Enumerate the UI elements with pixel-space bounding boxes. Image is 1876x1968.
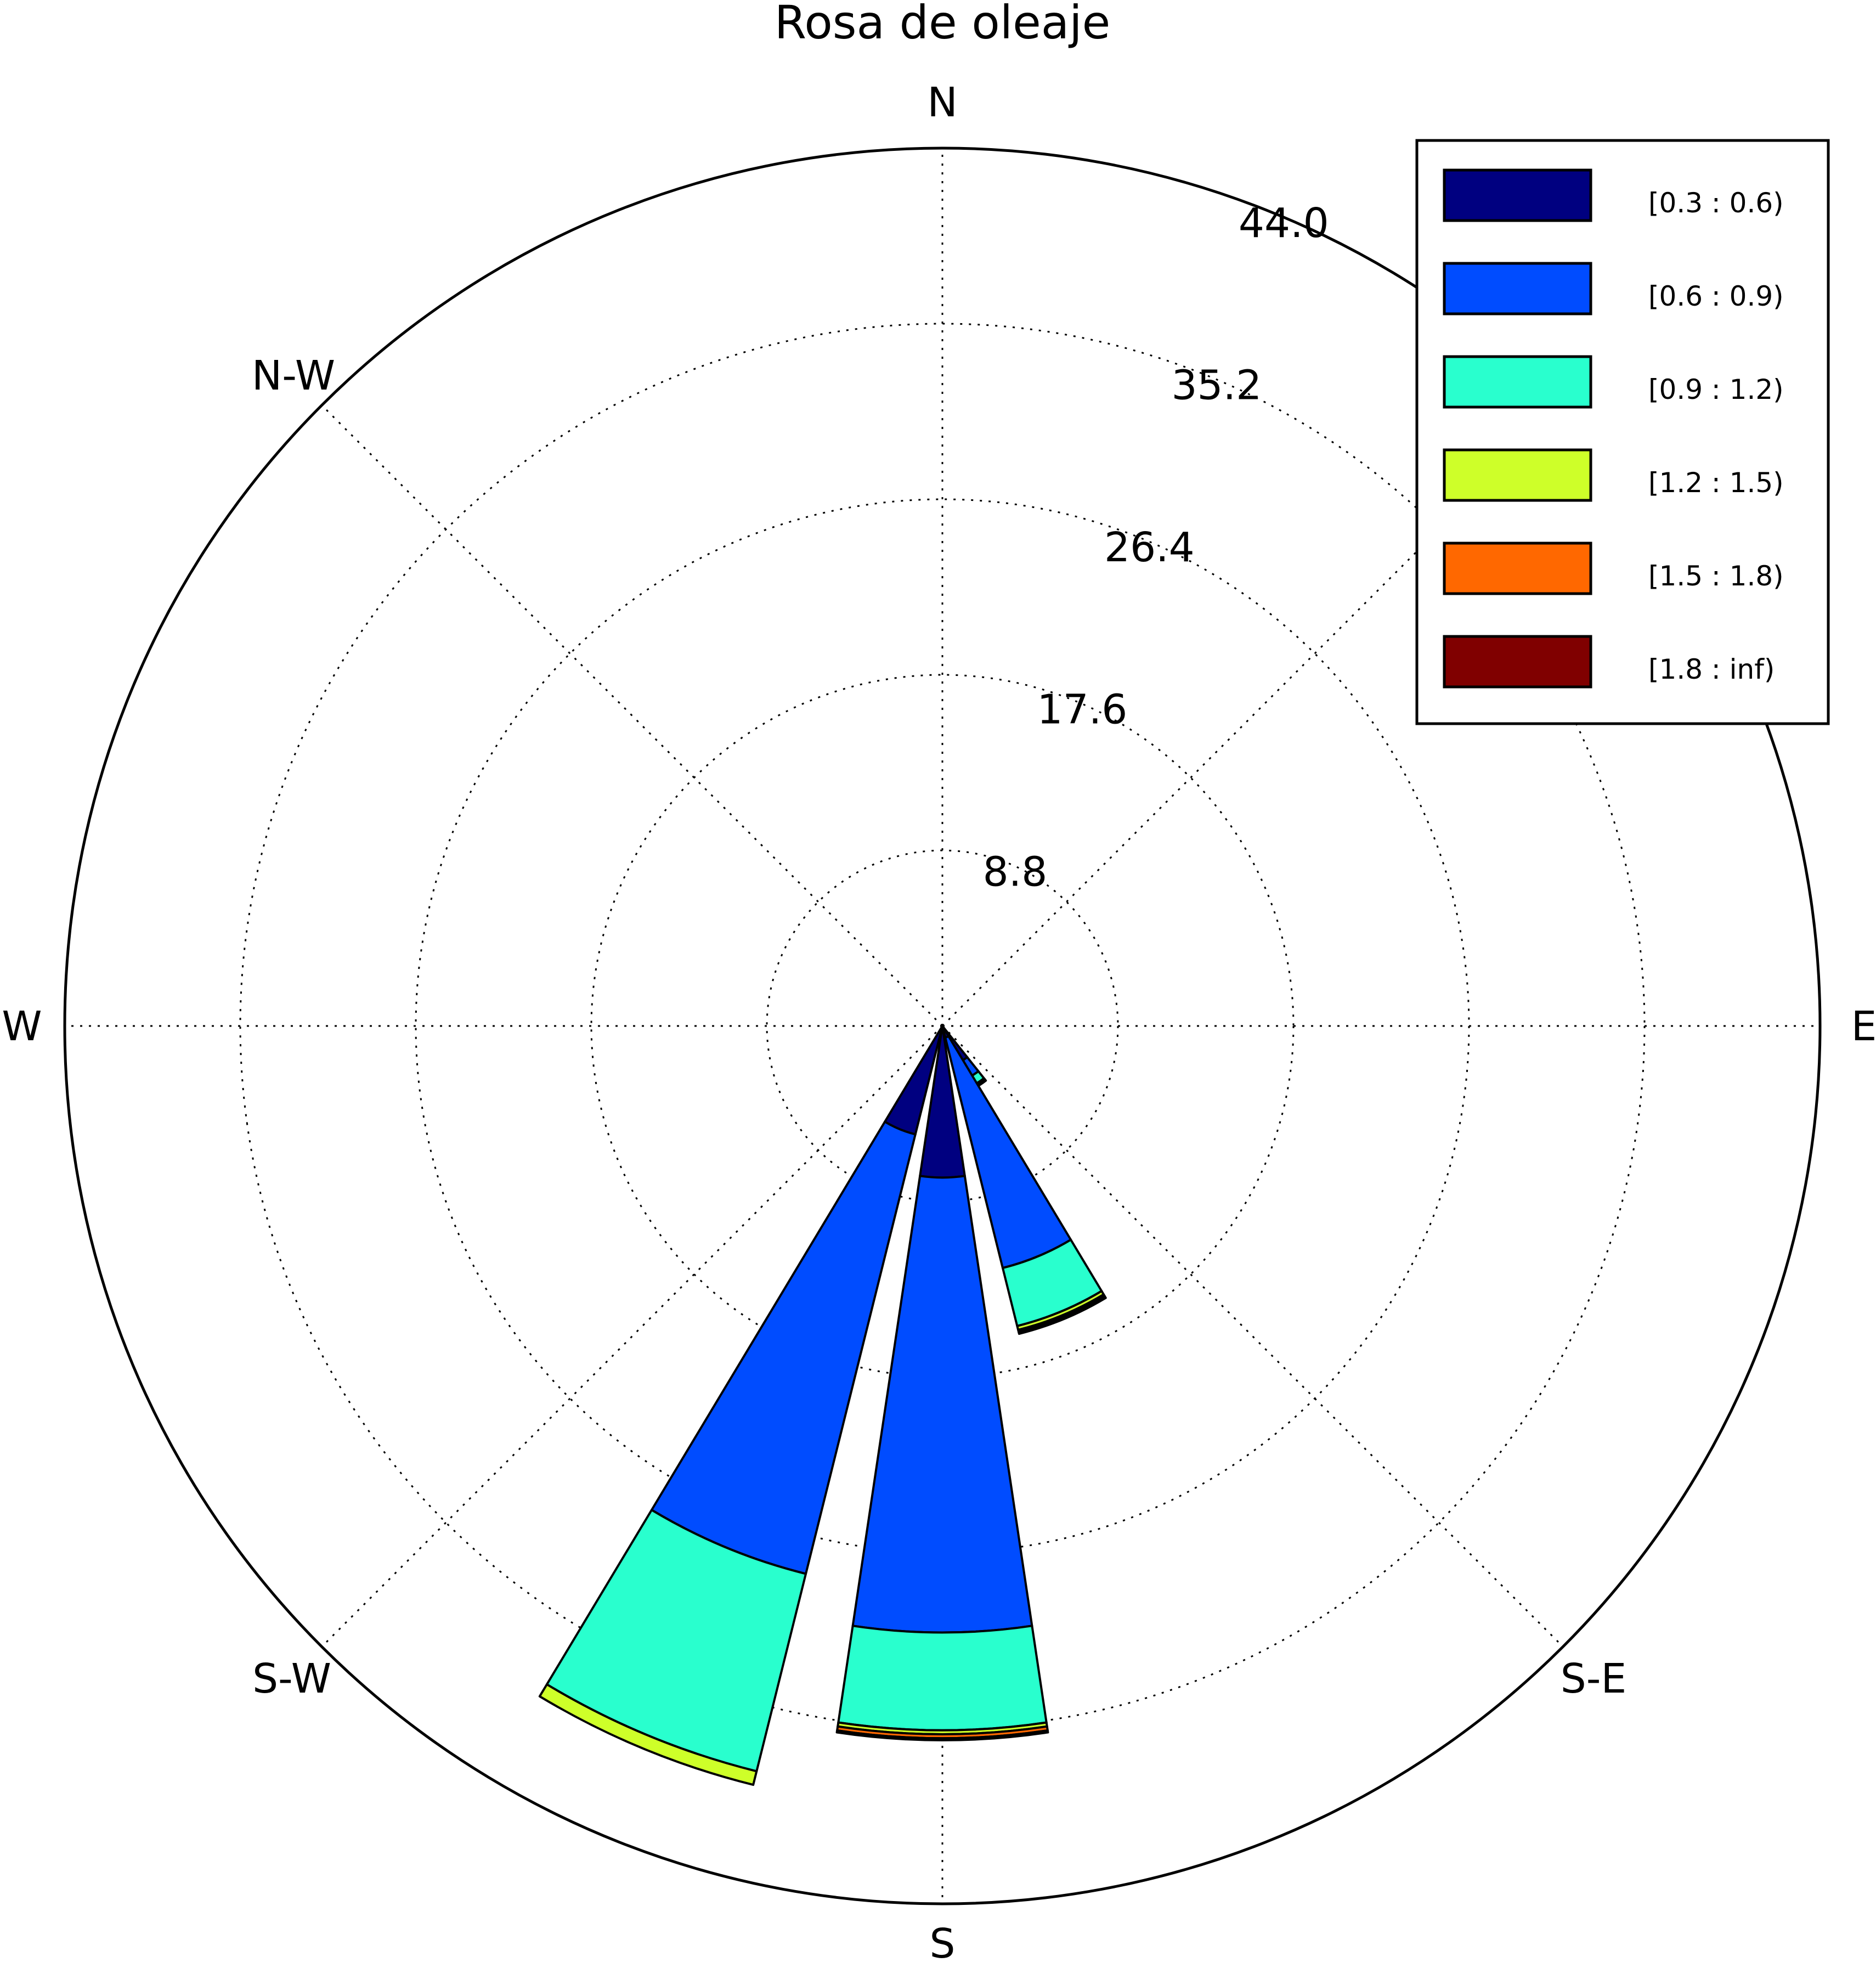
grid-spoke-7: [941, 1025, 1564, 1648]
bar-sector-1-bin-5: [1018, 1295, 1107, 1335]
legend-label-3: [1.2 : 1.5): [1648, 467, 1784, 499]
direction-label-s: S: [930, 1920, 956, 1967]
bar-sector-3-bin-3: [538, 1683, 758, 1786]
legend-swatch-2: [1443, 355, 1592, 409]
grid-spoke-5: [321, 1025, 943, 1648]
bar-sector-2-bin-2: [837, 1625, 1048, 1732]
grid-spoke-3: [321, 404, 943, 1027]
radial-tick-label-4: 44.0: [1239, 200, 1329, 247]
grid-spoke-1: [941, 404, 1564, 1027]
direction-label-s-e: S-E: [1561, 1655, 1626, 1702]
radial-tick-label-1: 17.6: [1037, 686, 1128, 734]
legend-label-1: [0.6 : 0.9): [1648, 280, 1784, 312]
legend-swatch-3: [1443, 448, 1592, 502]
direction-label-e: E: [1851, 1003, 1876, 1050]
outer-axis-circle: [63, 146, 1822, 1905]
legend-box: [1415, 139, 1830, 725]
legend-swatch-4: [1443, 542, 1592, 595]
direction-label-s-w: S-W: [252, 1655, 331, 1702]
bar-sector-2-bin-5: [835, 1729, 1049, 1741]
direction-label-w: W: [2, 1003, 42, 1050]
legend-swatch-5: [1443, 635, 1592, 689]
radial-tick-label-2: 26.4: [1104, 524, 1195, 571]
chart-title: Rosa de oleaje: [775, 0, 1111, 49]
legend-label-5: [1.8 : inf): [1648, 653, 1775, 685]
radial-tick-label-3: 35.2: [1171, 362, 1262, 409]
legend-label-0: [0.3 : 0.6): [1648, 187, 1784, 219]
direction-label-n: N: [927, 79, 957, 126]
radial-tick-label-0: 8.8: [983, 848, 1048, 895]
legend-swatch-0: [1443, 168, 1592, 222]
legend-label-2: [0.9 : 1.2): [1648, 374, 1784, 405]
legend-swatch-1: [1443, 262, 1592, 315]
direction-label-n-w: N-W: [252, 352, 335, 399]
legend-label-4: [1.5 : 1.8): [1648, 560, 1784, 592]
